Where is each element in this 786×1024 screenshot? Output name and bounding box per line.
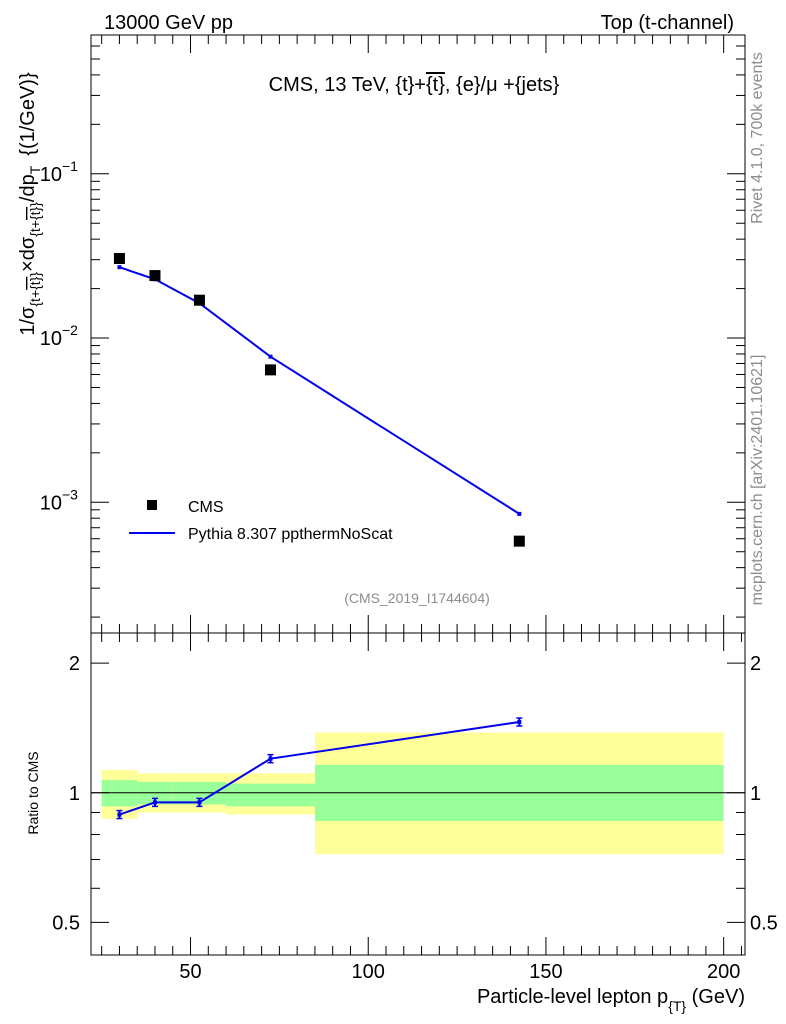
cms-data-point [193,294,205,306]
top-panel-ticks [91,35,745,633]
ratio-series [116,717,523,820]
y-tick-label: 10 [40,328,62,350]
ratio-point [197,800,202,805]
y-tick-label: 10 [40,164,62,186]
top-y-axis-label: 1/σ{t+{t}}×dσ{t+{t}}/dpT{(1/GeV)} [17,72,43,336]
ratio-y-tick-label: 1 [69,783,80,805]
analysis-id: (CMS_2019_I1744604) [344,590,490,606]
pythia-line [119,266,520,515]
pythia-point [268,354,273,359]
legend-cms-label: CMS [188,499,224,516]
x-tick-label: 200 [707,961,740,983]
top-panel-frame [90,34,746,634]
ratio-y-axis-label: Ratio to CMS [25,751,41,834]
ratio-y-tick-label-right: 1 [750,783,761,805]
cms-data-point [513,535,525,547]
ratio-point [117,812,122,817]
y-tick-label-exponent: −3 [62,486,78,502]
mcplots-label: mcplots.cern.ch [arXiv:2401.10621] [749,355,766,606]
cms-data-point [264,364,276,376]
ratio-point [517,720,522,725]
y-tick-label: 10 [40,492,62,514]
ratio-point [268,756,273,761]
x-axis-label: Particle-level lepton p{T} (GeV) [477,986,745,1014]
header-left: 13000 GeV pp [104,12,233,34]
ratio-uncertainty-bands [91,732,745,855]
inner-band [226,783,315,807]
top-y-tick-labels: 10−110−210−3 [40,158,78,514]
ratio-point [152,800,157,805]
x-tick-label: 50 [179,961,201,983]
ratio-y-tick-label-right: 0.5 [750,912,778,934]
ratio-y-tick-label: 2 [69,653,80,675]
chart-title: CMS, 13 TeV, {t}+{t}, {e}/μ +{jets} [269,74,560,96]
cms-data-point [149,270,161,282]
x-tick-label: 150 [529,961,562,983]
ratio-y-tick-label: 0.5 [52,912,80,934]
y-tick-label-exponent: −2 [62,322,78,338]
top-panel-series [113,252,525,547]
ratio-panel-ticks [91,633,745,955]
pythia-point [117,265,122,270]
legend-cms-marker [147,500,157,510]
rivet-label: Rivet 4.1.0, 700k events [749,52,766,224]
legend-pythia-label: Pythia 8.307 ppthermNoScat [188,526,393,543]
x-tick-label: 100 [352,961,385,983]
y-tick-label-exponent: −1 [62,158,78,174]
ratio-y-tick-label-right: 2 [750,653,761,675]
header-right: Top (t-channel) [601,12,734,34]
ratio-panel-frame [90,632,746,956]
pythia-point [517,511,522,516]
ratio-tick-labels: 0.5 0.5 1 1 2 2 50 100 150 200 [52,653,778,983]
cms-data-point [113,252,125,264]
